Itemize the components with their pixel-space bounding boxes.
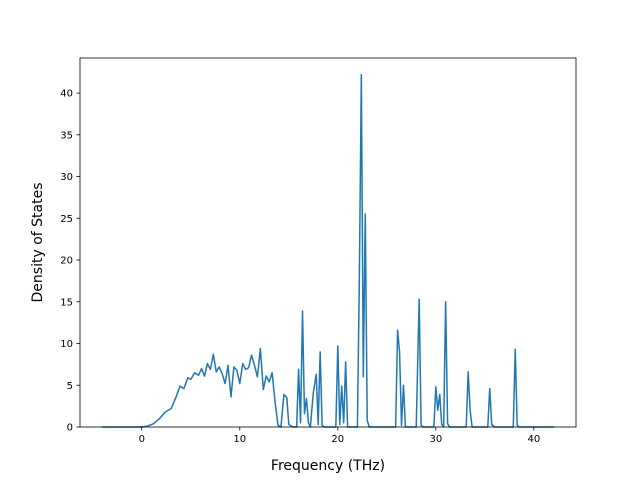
x-tick-label: 40: [527, 434, 540, 445]
y-tick-label: 15: [60, 297, 73, 308]
y-axis-label: Density of States: [30, 183, 46, 303]
x-axis-ticks: 0 10 20 30 40: [139, 427, 540, 445]
y-tick-label: 10: [60, 339, 73, 350]
x-tick-label: 10: [233, 434, 246, 445]
x-axis-label: Frequency (THz): [271, 458, 385, 474]
x-tick-label: 30: [429, 434, 442, 445]
x-tick-label: 0: [139, 434, 145, 445]
y-tick-label: 30: [60, 172, 73, 183]
y-tick-label: 20: [60, 256, 73, 267]
y-tick-label: 0: [67, 423, 73, 434]
axes-frame: [79, 57, 577, 428]
y-tick-label: 25: [60, 214, 73, 225]
y-tick-label: 40: [60, 89, 73, 100]
y-tick-label: 5: [67, 381, 73, 392]
y-axis-ticks: 0 5 10 15 20 25 30 35 40: [60, 89, 80, 434]
y-tick-label: 35: [60, 130, 73, 141]
x-tick-label: 20: [331, 434, 344, 445]
